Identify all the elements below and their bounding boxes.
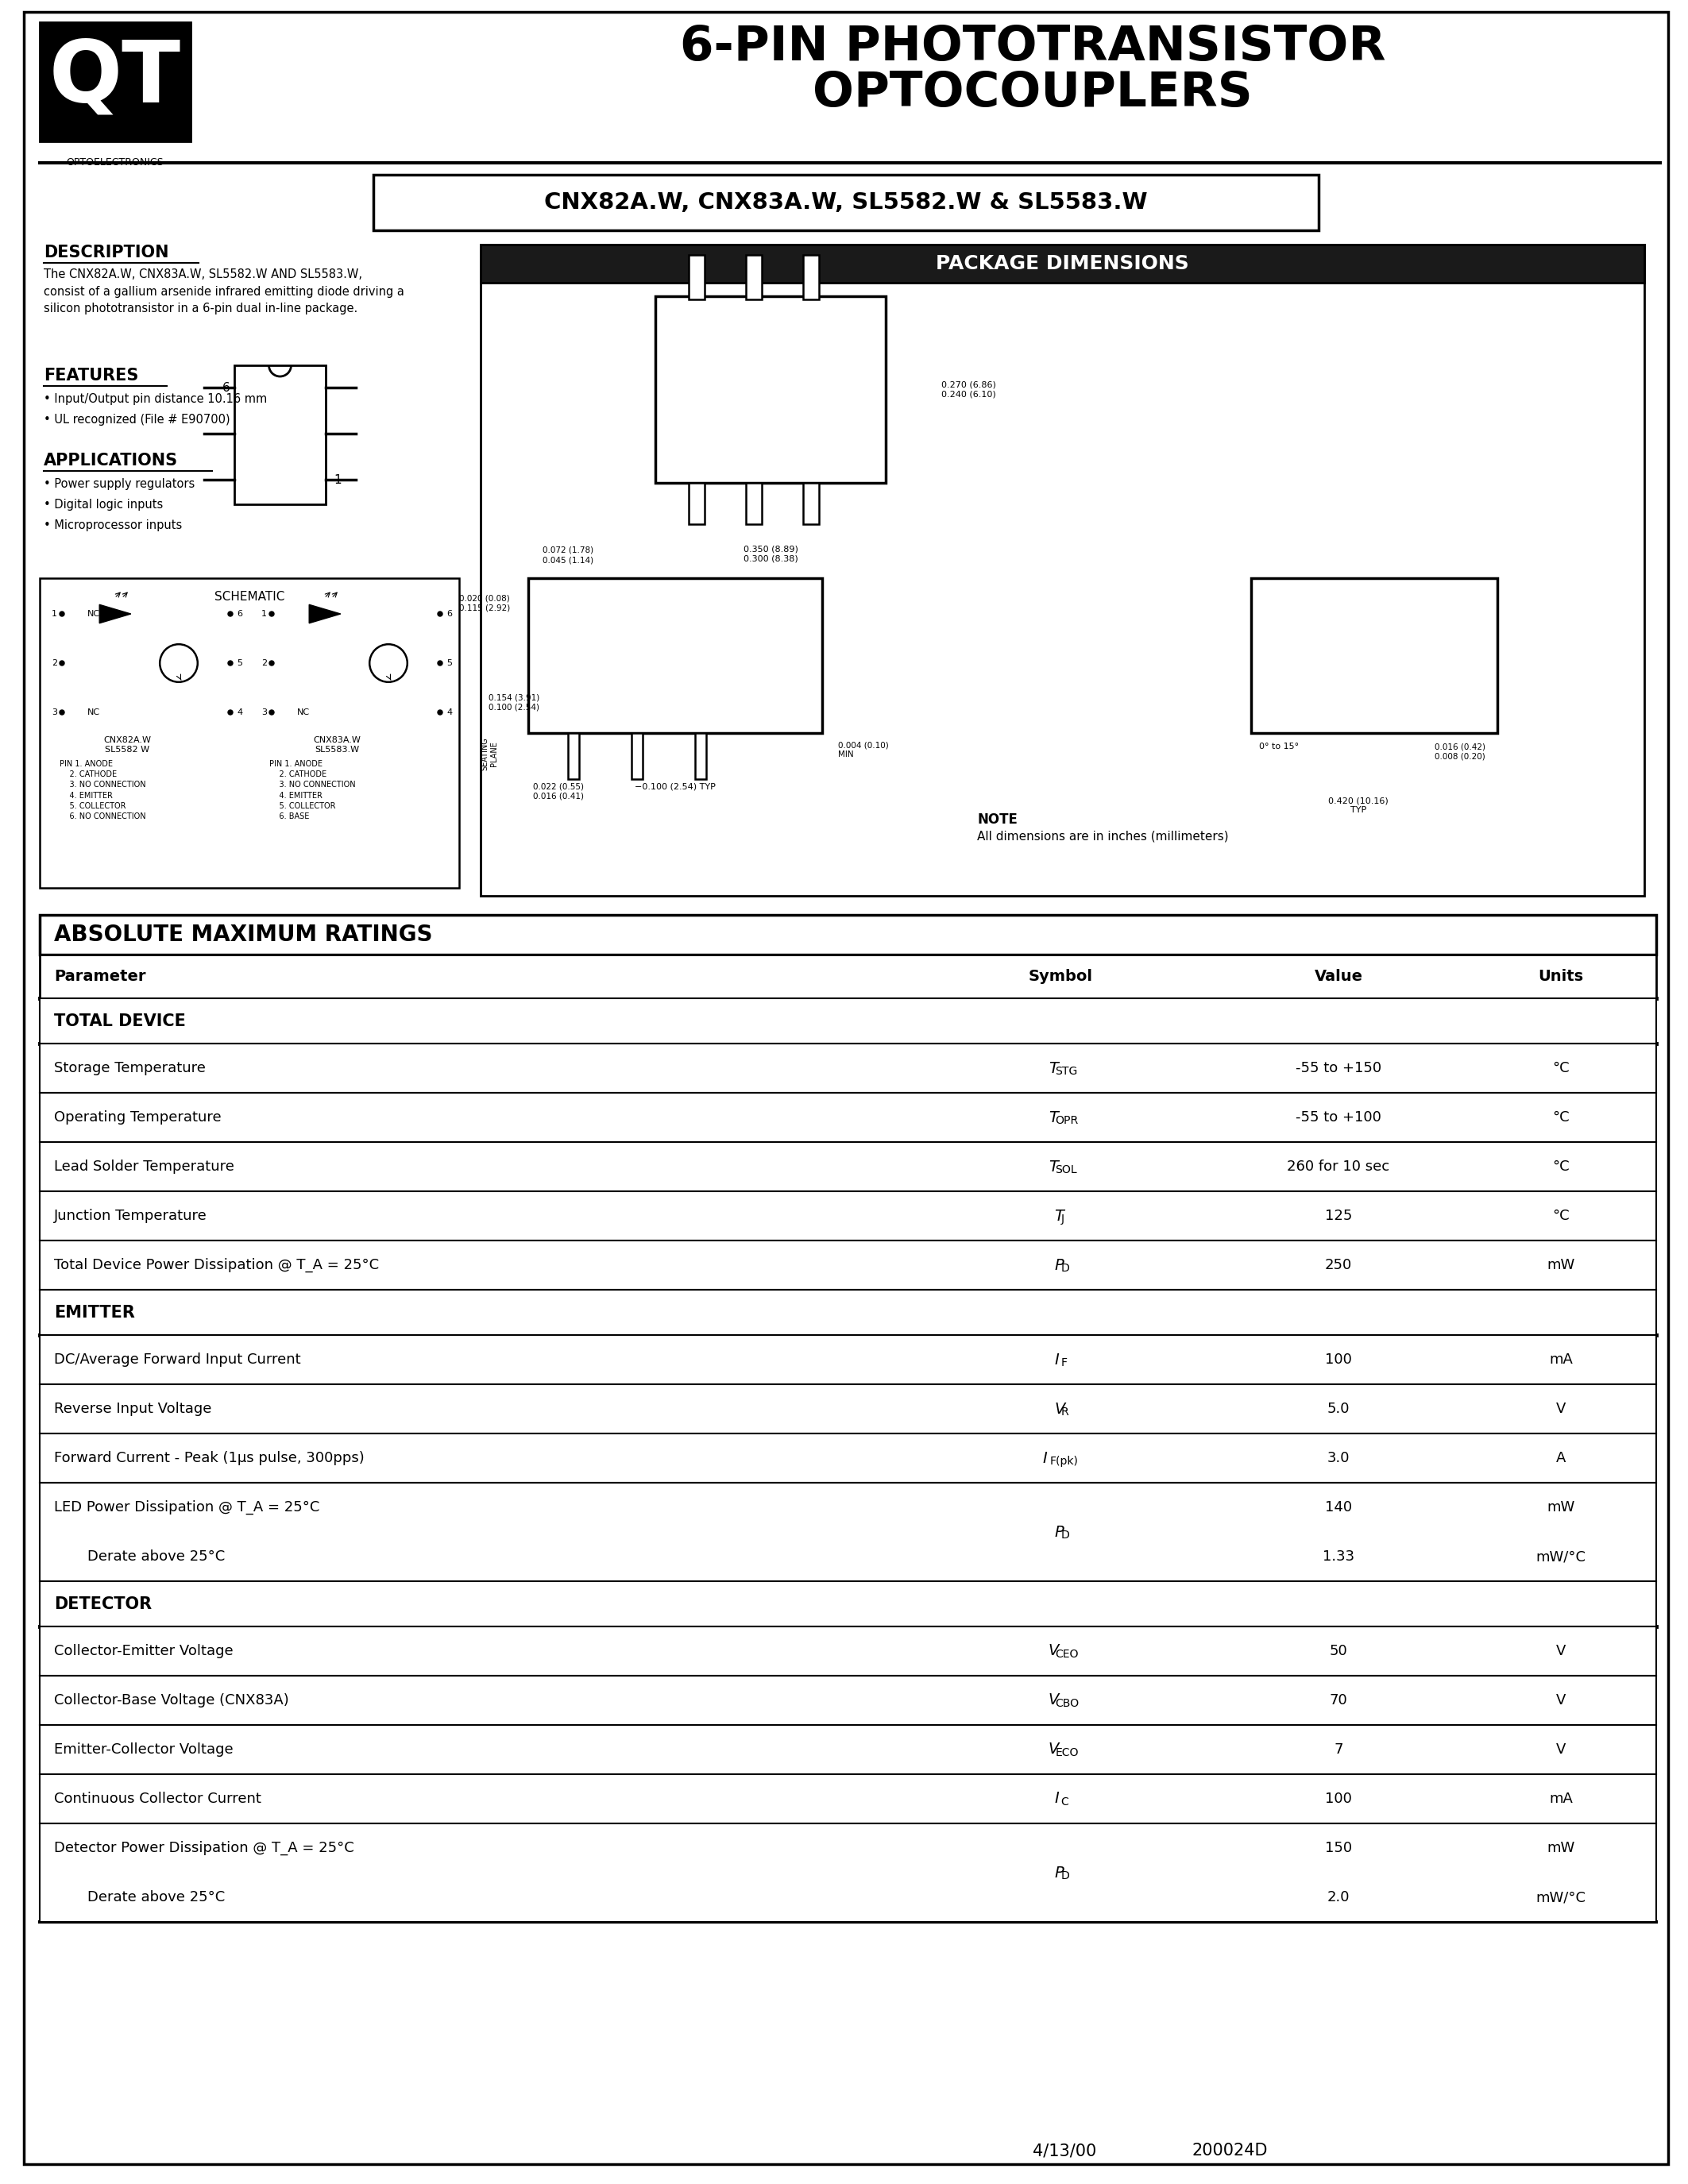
Text: 0.016 (0.42)
0.008 (0.20): 0.016 (0.42) 0.008 (0.20) (1435, 743, 1485, 760)
Text: P: P (1053, 1524, 1063, 1540)
Text: 6: 6 (223, 382, 230, 393)
Text: D: D (1062, 1872, 1070, 1883)
Text: STG: STG (1055, 1066, 1077, 1077)
Bar (41, 1092, 1656, 1142)
Text: • Digital logic inputs: • Digital logic inputs (44, 498, 164, 511)
Text: DETECTOR: DETECTOR (54, 1597, 152, 1612)
Text: 2: 2 (262, 660, 267, 666)
Text: 4: 4 (446, 708, 452, 716)
Text: LED Power Dissipation @ T_A = 25°C: LED Power Dissipation @ T_A = 25°C (54, 1500, 319, 1516)
Text: Collector-Emitter Voltage: Collector-Emitter Voltage (54, 1645, 233, 1658)
Text: V: V (1556, 1743, 1566, 1756)
Text: 2.0: 2.0 (1327, 1889, 1350, 1904)
Text: I: I (1053, 1791, 1058, 1806)
Text: Reverse Input Voltage: Reverse Input Voltage (54, 1402, 211, 1415)
Bar (689, 256, 704, 299)
Bar (41, 1483, 1656, 1581)
Text: V: V (1053, 1402, 1065, 1417)
Text: Units: Units (1538, 970, 1583, 985)
Bar (373, 175, 1318, 229)
Text: PIN 1. ANODE
    2. CATHODE
    3. NO CONNECTION
    4. EMITTER
    5. COLLECTOR: PIN 1. ANODE 2. CATHODE 3. NO CONNECTION… (270, 760, 356, 821)
Text: 4: 4 (236, 708, 243, 716)
Text: V: V (1556, 1402, 1566, 1415)
Text: 250: 250 (1325, 1258, 1352, 1273)
Bar (481, 245, 1644, 895)
Bar (41, 1824, 1656, 1922)
Text: 0.072 (1.78)
0.045 (1.14): 0.072 (1.78) 0.045 (1.14) (542, 546, 594, 563)
Text: 200024D: 200024D (1192, 2143, 1268, 2158)
Text: Derate above 25°C: Derate above 25°C (88, 1889, 225, 1904)
Polygon shape (309, 605, 341, 622)
Text: 50: 50 (1330, 1645, 1347, 1658)
Text: 6: 6 (236, 609, 243, 618)
Text: Storage Temperature: Storage Temperature (54, 1061, 206, 1075)
Bar (41, 1044, 1656, 1092)
Text: °C: °C (1553, 1160, 1570, 1173)
Text: T: T (1053, 1208, 1063, 1223)
Text: CBO: CBO (1055, 1699, 1079, 1710)
Text: SCHEMATIC: SCHEMATIC (214, 592, 285, 603)
Bar (528, 579, 822, 734)
Text: °C: °C (1553, 1061, 1570, 1075)
Text: EMITTER: EMITTER (54, 1304, 135, 1321)
Text: OPR: OPR (1055, 1116, 1079, 1127)
Text: The CNX82A.W, CNX83A.W, SL5582.W AND SL5583.W,
consist of a gallium arsenide inf: The CNX82A.W, CNX83A.W, SL5582.W AND SL5… (44, 269, 403, 314)
Text: Derate above 25°C: Derate above 25°C (88, 1548, 225, 1564)
Circle shape (228, 612, 233, 616)
Text: Continuous Collector Current: Continuous Collector Current (54, 1791, 262, 1806)
Text: 2: 2 (52, 660, 57, 666)
Circle shape (270, 710, 273, 714)
Bar (41, 1291, 1656, 1334)
Text: ABSOLUTE MAXIMUM RATINGS: ABSOLUTE MAXIMUM RATINGS (54, 924, 432, 946)
Text: 5: 5 (446, 660, 452, 666)
Text: Symbol: Symbol (1028, 970, 1092, 985)
Text: 125: 125 (1325, 1208, 1352, 1223)
Text: Parameter: Parameter (54, 970, 145, 985)
Text: Emitter-Collector Voltage: Emitter-Collector Voltage (54, 1743, 233, 1756)
Text: P: P (1053, 1865, 1063, 1880)
Bar (41, 1773, 1656, 1824)
Text: CNX82A.W, CNX83A.W, SL5582.W & SL5583.W: CNX82A.W, CNX83A.W, SL5582.W & SL5583.W (544, 192, 1148, 214)
Text: Lead Solder Temperature: Lead Solder Temperature (54, 1160, 235, 1173)
Circle shape (270, 662, 273, 666)
Text: SOL: SOL (1055, 1164, 1077, 1175)
Text: OPTOELECTRONICS: OPTOELECTRONICS (66, 157, 164, 168)
Text: 0.154 (3.91)
0.100 (2.54): 0.154 (3.91) 0.100 (2.54) (488, 692, 540, 712)
Polygon shape (100, 605, 132, 622)
Text: C: C (1062, 1797, 1069, 1808)
Bar (41, 954, 1656, 998)
Text: QT: QT (49, 35, 181, 120)
Text: Value: Value (1315, 970, 1362, 985)
Text: 3: 3 (52, 708, 57, 716)
Text: 1: 1 (52, 609, 57, 618)
Text: NC: NC (297, 708, 311, 716)
Text: 140: 140 (1325, 1500, 1352, 1514)
Circle shape (228, 662, 233, 666)
Text: 0.350 (8.89)
0.300 (8.38): 0.350 (8.89) 0.300 (8.38) (743, 544, 798, 563)
Text: A: A (1556, 1450, 1566, 1465)
Text: NC: NC (88, 609, 100, 618)
Text: ECO: ECO (1055, 1747, 1079, 1758)
Text: mW/°C: mW/°C (1536, 1889, 1587, 1904)
Text: • Power supply regulators: • Power supply regulators (44, 478, 194, 489)
Text: FEATURES: FEATURES (44, 367, 138, 384)
Text: 5.0: 5.0 (1327, 1402, 1350, 1415)
Text: mW/°C: mW/°C (1536, 1548, 1587, 1564)
Text: CEO: CEO (1055, 1649, 1079, 1660)
Circle shape (437, 662, 442, 666)
Bar (631, 734, 643, 780)
Text: 1: 1 (334, 474, 341, 485)
Text: Detector Power Dissipation @ T_A = 25°C: Detector Power Dissipation @ T_A = 25°C (54, 1841, 354, 1856)
Bar (746, 256, 761, 299)
Bar (41, 1241, 1656, 1291)
Text: 260 for 10 sec: 260 for 10 sec (1288, 1160, 1389, 1173)
Bar (41, 998, 1656, 1044)
Text: SEATING
PLANE: SEATING PLANE (481, 736, 498, 771)
Text: mW: mW (1546, 1841, 1575, 1854)
Bar (481, 245, 1644, 282)
Bar (695, 734, 706, 780)
Text: 7: 7 (1334, 1743, 1344, 1756)
Text: 3: 3 (262, 708, 267, 716)
Bar (41, 1627, 1656, 1675)
Text: 3.0: 3.0 (1327, 1450, 1350, 1465)
